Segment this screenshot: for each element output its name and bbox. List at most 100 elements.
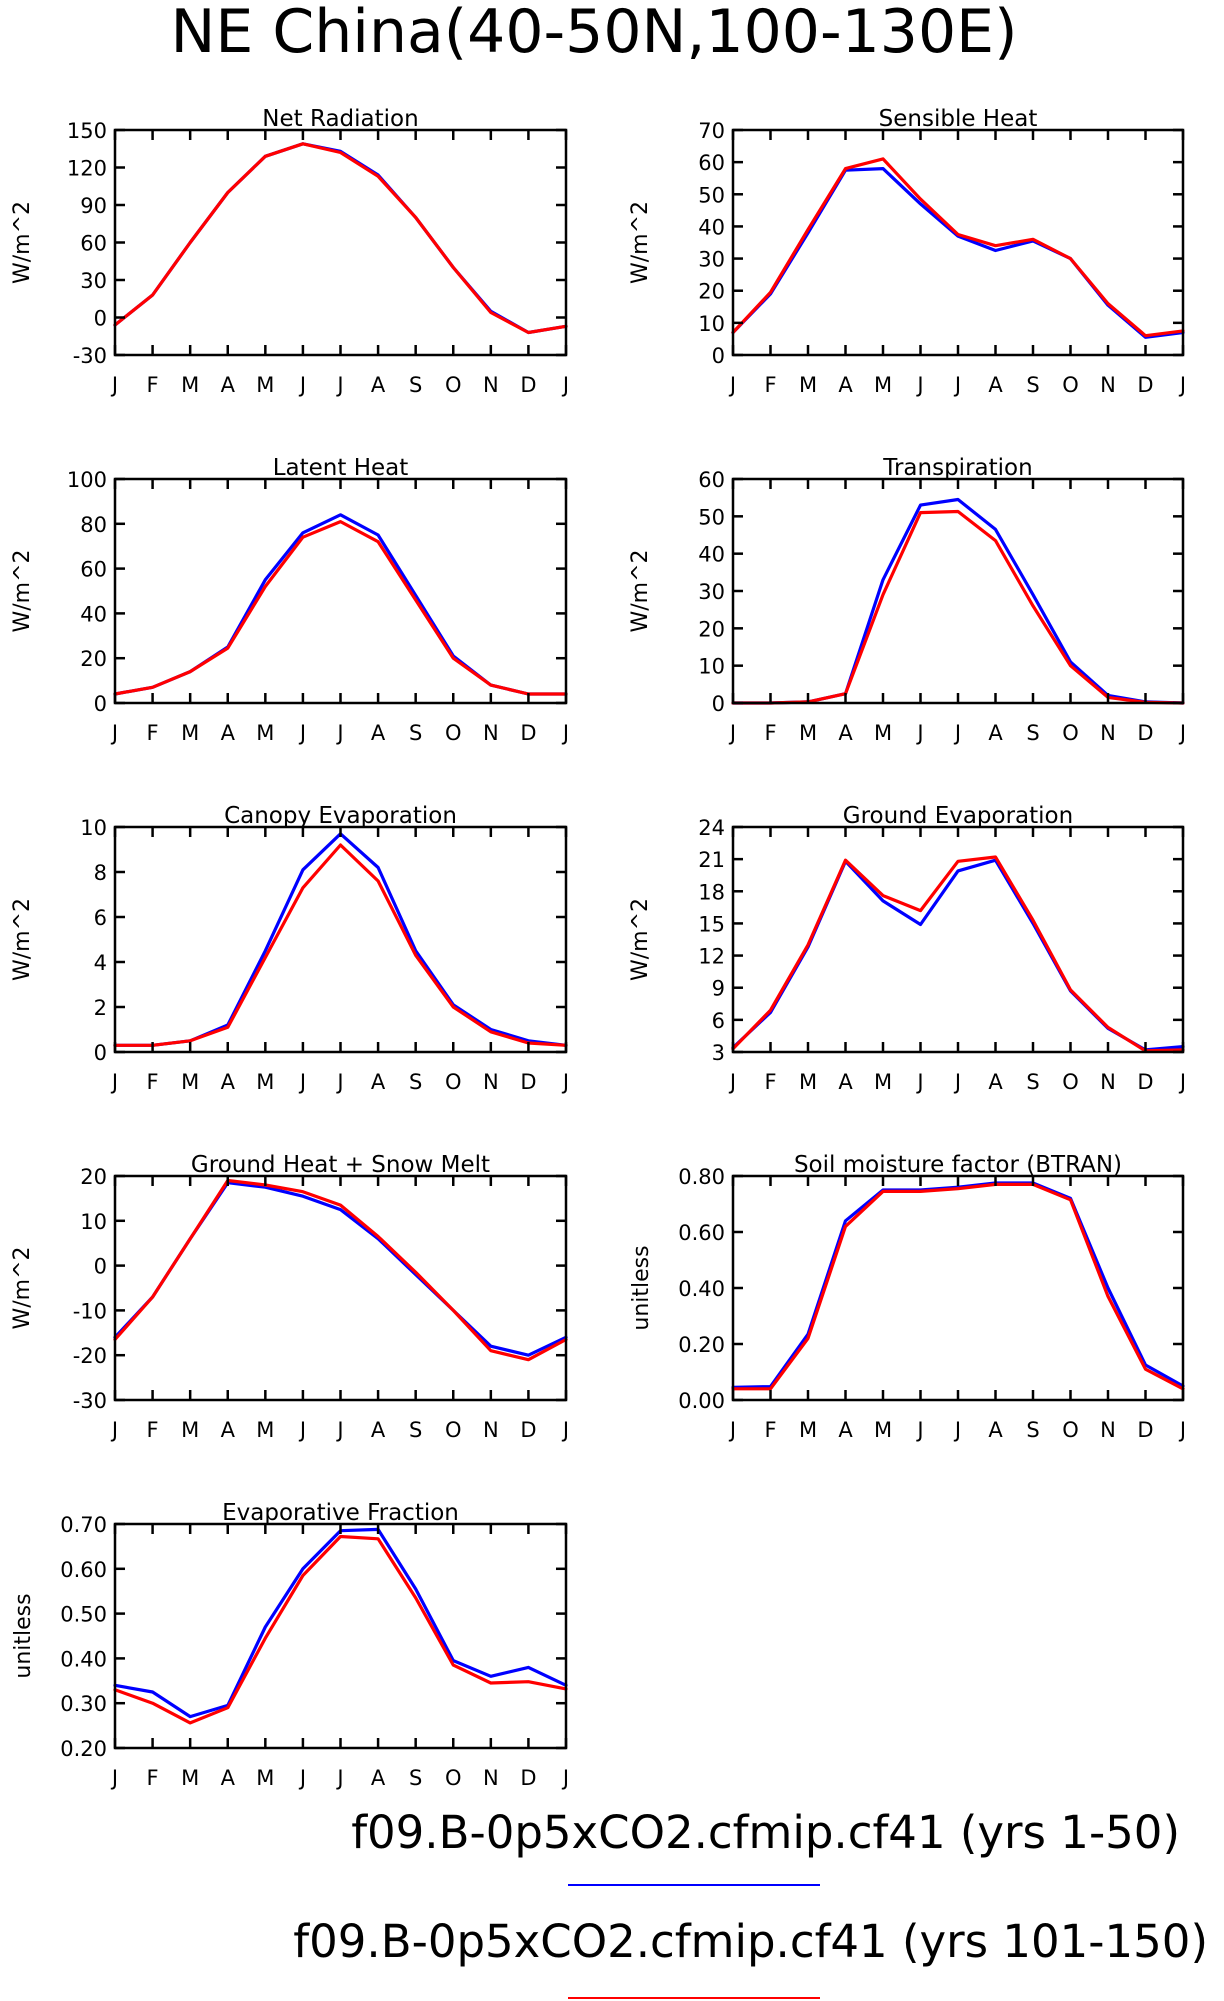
panel-title: Evaporative Fraction xyxy=(222,1500,459,1526)
y-tick-label: 60 xyxy=(698,468,725,492)
panel-title: Canopy Evaporation xyxy=(224,803,457,829)
x-tick-label: M xyxy=(181,1070,199,1094)
y-tick-label: 0.60 xyxy=(60,1558,107,1582)
y-tick-label: 20 xyxy=(698,617,725,641)
x-tick-label: J xyxy=(561,721,569,745)
series-line-2 xyxy=(113,843,568,1047)
x-tick-label: J xyxy=(953,1070,961,1094)
y-tick-label: 60 xyxy=(80,558,107,582)
x-tick-label: J xyxy=(561,1766,569,1790)
x-tick-label: A xyxy=(838,721,853,745)
series-line-2 xyxy=(113,1534,568,1725)
panel-title: Transpiration xyxy=(882,455,1032,481)
legend: f09.B-0p5xCO2.cfmip.cf41 (yrs 1-50) f09.… xyxy=(293,1806,1208,1999)
y-tick-label: 0.40 xyxy=(678,1277,725,1301)
x-tick-label: M xyxy=(181,721,199,745)
x-tick-label: A xyxy=(371,721,386,745)
x-tick-label: J xyxy=(298,1418,306,1442)
series-line-1 xyxy=(113,513,568,696)
x-tick-label: O xyxy=(445,721,462,745)
x-tick-label: D xyxy=(520,1766,536,1790)
x-tick-label: M xyxy=(256,1766,274,1790)
y-tick-label: 0.80 xyxy=(678,1165,725,1189)
x-tick-label: S xyxy=(409,373,422,397)
x-tick-label: A xyxy=(838,1418,853,1442)
y-tick-label: 10 xyxy=(80,1210,107,1234)
y-tick-label: 21 xyxy=(698,848,725,872)
x-tick-label: M xyxy=(799,1070,817,1094)
x-tick-label: M xyxy=(874,721,892,745)
y-tick-label: 60 xyxy=(698,151,725,175)
panel-title: Ground Evaporation xyxy=(843,803,1073,829)
x-tick-label: J xyxy=(1178,1070,1186,1094)
panel-title: Latent Heat xyxy=(273,455,409,481)
y-tick-label: 150 xyxy=(67,119,107,143)
series-line-1 xyxy=(731,497,1185,705)
x-tick-label: N xyxy=(483,1418,499,1442)
y-axis-label: W/m^2 xyxy=(10,898,35,981)
x-tick-label: N xyxy=(1100,1418,1116,1442)
x-tick-label: J xyxy=(1178,721,1186,745)
x-tick-label: A xyxy=(988,721,1003,745)
x-tick-label: J xyxy=(915,1070,923,1094)
x-tick-label: J xyxy=(561,373,569,397)
x-tick-label: N xyxy=(483,1070,499,1094)
plot-frame xyxy=(113,825,568,1054)
x-tick-label: M xyxy=(799,721,817,745)
x-tick-label: J xyxy=(915,1418,923,1442)
x-tick-label: M xyxy=(874,373,892,397)
series-line-1 xyxy=(731,1181,1185,1390)
y-tick-label: 0 xyxy=(94,1041,107,1065)
x-tick-label: J xyxy=(110,1070,118,1094)
x-tick-label: J xyxy=(110,721,118,745)
y-tick-label: 4 xyxy=(94,951,107,975)
y-tick-label: 0.20 xyxy=(678,1333,725,1357)
x-tick-label: O xyxy=(445,1070,462,1094)
y-tick-label: 0.70 xyxy=(60,1513,107,1537)
x-tick-label: J xyxy=(335,1070,343,1094)
series-line-2 xyxy=(731,157,1185,338)
series-line-1 xyxy=(113,832,568,1047)
x-tick-label: A xyxy=(371,1070,386,1094)
y-tick-label: 20 xyxy=(80,647,107,671)
x-tick-label: O xyxy=(445,1418,462,1442)
series-line-2 xyxy=(113,519,568,696)
x-tick-label: S xyxy=(409,1418,422,1442)
y-tick-label: 0 xyxy=(94,1255,107,1279)
x-tick-label: J xyxy=(561,1418,569,1442)
x-tick-label: A xyxy=(371,1418,386,1442)
y-tick-label: 30 xyxy=(698,580,725,604)
x-tick-label: M xyxy=(256,721,274,745)
x-tick-label: M xyxy=(256,373,274,397)
x-tick-label: J xyxy=(298,1766,306,1790)
x-tick-label: D xyxy=(520,721,536,745)
x-tick-label: J xyxy=(728,1070,736,1094)
x-tick-label: A xyxy=(371,1766,386,1790)
x-tick-label: A xyxy=(221,1766,236,1790)
x-tick-label: A xyxy=(371,373,386,397)
legend-entry-2-label: f09.B-0p5xCO2.cfmip.cf41 (yrs 101-150) xyxy=(293,1915,1208,1968)
y-tick-label: 60 xyxy=(80,232,107,256)
y-tick-label: -10 xyxy=(73,1299,107,1323)
y-tick-label: 80 xyxy=(80,513,107,537)
y-tick-label: 9 xyxy=(712,977,725,1001)
x-tick-label: N xyxy=(1100,373,1116,397)
x-tick-label: J xyxy=(335,373,343,397)
x-tick-label: D xyxy=(520,1070,536,1094)
x-tick-label: O xyxy=(445,1766,462,1790)
x-tick-label: F xyxy=(764,1418,776,1442)
plot-frame xyxy=(731,1174,1185,1402)
x-tick-label: N xyxy=(483,1766,499,1790)
x-tick-label: S xyxy=(1026,1070,1039,1094)
y-axis-label: unitless xyxy=(629,1245,654,1330)
y-tick-label: 0.30 xyxy=(60,1692,107,1716)
x-tick-label: M xyxy=(799,373,817,397)
x-tick-label: M xyxy=(256,1070,274,1094)
panel-9: J F M A M J J A S O N D J0.200.300.400.500.600.70 Eva… xyxy=(11,1500,569,1790)
y-tick-label: 2 xyxy=(94,996,107,1020)
y-tick-label: -20 xyxy=(73,1344,107,1368)
y-tick-label: 8 xyxy=(94,861,107,885)
